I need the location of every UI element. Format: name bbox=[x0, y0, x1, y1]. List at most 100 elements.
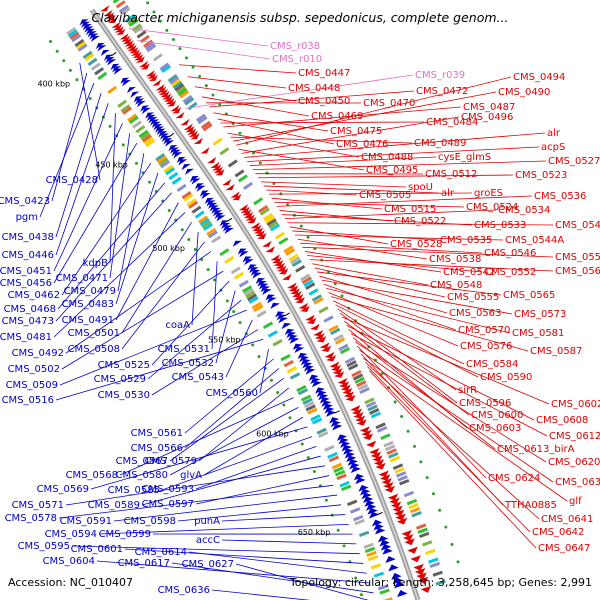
forward-gene-arrow bbox=[106, 14, 116, 21]
gc-dot bbox=[171, 37, 175, 41]
leader-line bbox=[141, 455, 321, 506]
label-leaders bbox=[39, 28, 568, 600]
reverse-gene-arrow bbox=[211, 207, 221, 214]
function-bar bbox=[253, 304, 264, 313]
gc-dot bbox=[359, 593, 363, 597]
reverse-gene-arrow bbox=[308, 374, 319, 381]
leader-line bbox=[209, 90, 415, 108]
gc-dot bbox=[456, 560, 460, 564]
leader-line bbox=[169, 407, 299, 476]
forward-gene-arrow bbox=[160, 90, 170, 98]
forward-gene-arrow bbox=[300, 305, 310, 313]
gene-label: CMS_0642 bbox=[532, 527, 584, 538]
forward-gene-arrow bbox=[389, 497, 400, 505]
gene-label: accC bbox=[196, 535, 220, 546]
function-bar bbox=[334, 469, 346, 477]
function-bar bbox=[262, 321, 274, 330]
leader-line bbox=[169, 377, 285, 462]
leader-line bbox=[352, 337, 496, 450]
function-bar bbox=[348, 363, 359, 371]
function-bar bbox=[143, 39, 154, 48]
gene-label: CMS_0487 bbox=[463, 102, 515, 113]
function-bar bbox=[212, 137, 223, 146]
leader-line bbox=[109, 133, 131, 279]
forward-gene-arrow bbox=[108, 16, 118, 24]
leader-line bbox=[333, 300, 465, 365]
forward-gene-arrow bbox=[275, 262, 285, 269]
function-bar bbox=[145, 139, 156, 148]
forward-gene-arrow bbox=[210, 161, 220, 169]
reverse-gene-arrow bbox=[385, 556, 396, 563]
leader-line bbox=[55, 93, 102, 238]
forward-gene-arrow bbox=[332, 368, 343, 375]
function-bar bbox=[305, 282, 316, 290]
leader-line bbox=[249, 156, 437, 166]
function-bar bbox=[313, 297, 324, 305]
function-bar bbox=[291, 259, 302, 268]
reverse-gene-arrow bbox=[289, 337, 300, 344]
gene-label: CMS_0636 bbox=[158, 585, 210, 596]
reverse-gene-arrow bbox=[163, 137, 173, 145]
gene-label: CMS_0596 bbox=[459, 398, 511, 409]
forward-gene-arrow bbox=[119, 33, 129, 40]
leader-line bbox=[220, 121, 425, 124]
leader-line bbox=[233, 91, 497, 142]
gene-label: CMS_0462 bbox=[8, 290, 60, 301]
forward-gene-arrow bbox=[410, 555, 421, 563]
function-bar bbox=[142, 134, 152, 143]
forward-gene-arrow bbox=[351, 408, 362, 416]
reverse-gene-arrow bbox=[364, 500, 375, 507]
gene-label: CMS_0597 bbox=[142, 499, 194, 510]
leader-line bbox=[221, 514, 345, 522]
leader-line bbox=[55, 103, 109, 256]
function-bar bbox=[251, 301, 262, 310]
gene-label: CMS_0612 bbox=[549, 431, 600, 442]
forward-gene-arrow bbox=[413, 563, 424, 571]
position-tick-label: 450 kbp bbox=[95, 161, 128, 170]
forward-gene-arrow bbox=[180, 118, 190, 126]
function-bar bbox=[357, 383, 369, 391]
reverse-gene-arrow bbox=[391, 572, 402, 580]
gene-label: CMS_0505 bbox=[359, 190, 411, 201]
gene-label: CMS_0602 bbox=[551, 399, 600, 410]
leader-line bbox=[367, 366, 531, 533]
function-bar bbox=[159, 62, 170, 71]
function-bar bbox=[399, 478, 410, 486]
gene-label: TTHA0885 bbox=[504, 500, 557, 511]
gene-label: pgm bbox=[16, 212, 38, 223]
forward-gene-arrow bbox=[278, 268, 289, 275]
reverse-gene-arrow bbox=[350, 466, 361, 474]
function-bar bbox=[152, 53, 163, 62]
gene-label: CMS_0532 bbox=[162, 358, 214, 369]
leader-line bbox=[247, 146, 540, 162]
forward-gene-arrow bbox=[270, 254, 280, 261]
function-bar bbox=[237, 174, 248, 183]
reverse-gene-arrow bbox=[315, 387, 325, 394]
gene-label: alr bbox=[441, 188, 455, 199]
function-bar bbox=[234, 169, 245, 178]
leader-line bbox=[203, 416, 304, 476]
gene-label: CMS_0472 bbox=[416, 86, 468, 97]
leader-line bbox=[328, 292, 459, 347]
function-bar bbox=[182, 94, 193, 104]
forward-gene-arrow bbox=[361, 429, 372, 437]
leader-line bbox=[55, 192, 172, 322]
gene-label: CMS_0496 bbox=[461, 112, 513, 123]
function-bar bbox=[66, 27, 77, 36]
forward-gene-arrow bbox=[245, 214, 255, 221]
gene-label: CMS_0563 bbox=[449, 308, 501, 319]
function-bar bbox=[256, 310, 267, 318]
function-bar bbox=[367, 554, 379, 562]
leader-line bbox=[65, 465, 326, 506]
forward-gene-arrow bbox=[190, 132, 200, 140]
gene-label: CMS_0614 bbox=[135, 547, 187, 558]
function-bar bbox=[183, 193, 194, 202]
reverse-gene-arrow bbox=[239, 251, 249, 258]
reverse-gene-arrow bbox=[300, 358, 311, 366]
gene-label: CMS_0620 bbox=[548, 457, 600, 468]
reverse-gene-arrow bbox=[302, 362, 313, 369]
reverse-gene-arrow bbox=[97, 45, 107, 52]
function-bar bbox=[370, 411, 381, 419]
forward-gene-arrow bbox=[416, 572, 427, 580]
forward-gene-arrow bbox=[282, 273, 292, 281]
